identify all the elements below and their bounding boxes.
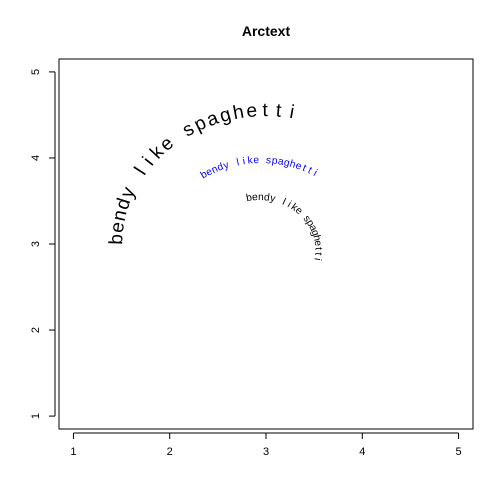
arc-text-char: l xyxy=(236,157,241,168)
arc-text-char: i xyxy=(288,102,296,123)
arc-text-char: s xyxy=(266,155,272,166)
arc-text-char: e xyxy=(245,100,258,122)
arc-text-char: p xyxy=(304,218,317,229)
arc-text-char: y xyxy=(222,159,231,171)
y-tick-label: 4 xyxy=(30,155,42,161)
arc-text-char: b xyxy=(199,169,210,182)
x-tick-label: 2 xyxy=(167,446,173,458)
arc-text-char: d xyxy=(216,161,226,173)
arc-text-char: e xyxy=(312,240,324,247)
arc-text-char: i xyxy=(311,168,318,179)
arc-text-char: s xyxy=(301,214,313,225)
y-axis: 1 2 3 4 5 xyxy=(30,69,56,419)
arc-text-char: t xyxy=(306,165,314,176)
arc-text-char: i xyxy=(285,199,293,210)
arc-text-char: n xyxy=(258,192,264,203)
arc-text-char: t xyxy=(301,163,308,174)
arc-text-char: n xyxy=(109,208,132,223)
arc-text-char: e xyxy=(294,160,303,172)
arc-text-char: b xyxy=(106,234,127,245)
arc-text-char: g xyxy=(283,157,291,169)
arc-text-char: l xyxy=(131,164,151,179)
arc-text-char: e xyxy=(204,166,215,179)
arc-text-char: d xyxy=(263,192,270,204)
x-tick-label: 5 xyxy=(455,446,461,458)
arc-text-char: a xyxy=(306,223,319,233)
arc-text-char: t xyxy=(312,252,323,256)
arc-text-char: t xyxy=(275,100,283,121)
arc-text-char: a xyxy=(277,156,285,168)
arc-text-char: t xyxy=(312,247,323,250)
arc-text-char: e xyxy=(293,205,305,217)
arc-text-char: l xyxy=(281,197,288,208)
arc-text-char: i xyxy=(311,257,322,261)
arc-text-char: k xyxy=(289,202,300,214)
arc-text-char: k xyxy=(247,155,254,167)
arc-text-char: p xyxy=(271,155,278,167)
y-tick-label: 2 xyxy=(30,327,42,333)
arc-text-char: g xyxy=(309,229,321,238)
x-tick-label: 1 xyxy=(70,446,76,458)
arc-text-char: t xyxy=(262,100,268,121)
arc-text-char: y xyxy=(269,193,277,205)
arc-text-char: b xyxy=(245,192,253,204)
x-axis: 1 2 3 4 5 xyxy=(70,432,462,458)
plot-area-box xyxy=(58,58,474,430)
arc-text-char: i xyxy=(242,156,246,167)
arc-text-char: h xyxy=(231,102,245,125)
y-tick-label: 5 xyxy=(30,69,42,75)
y-tick-label: 3 xyxy=(30,241,42,247)
arc-text-char: n xyxy=(210,164,220,176)
arc-text-char: h xyxy=(310,234,322,242)
arc-text-char: h xyxy=(288,159,297,171)
chart-title: Arctext xyxy=(242,23,291,39)
x-tick-label: 3 xyxy=(263,446,269,458)
arc-text-char: e xyxy=(252,192,259,203)
arc-text-char: e xyxy=(107,221,129,234)
y-tick-label: 1 xyxy=(30,413,42,419)
x-tick-label: 4 xyxy=(359,446,365,458)
arc-text-char: e xyxy=(253,155,259,166)
